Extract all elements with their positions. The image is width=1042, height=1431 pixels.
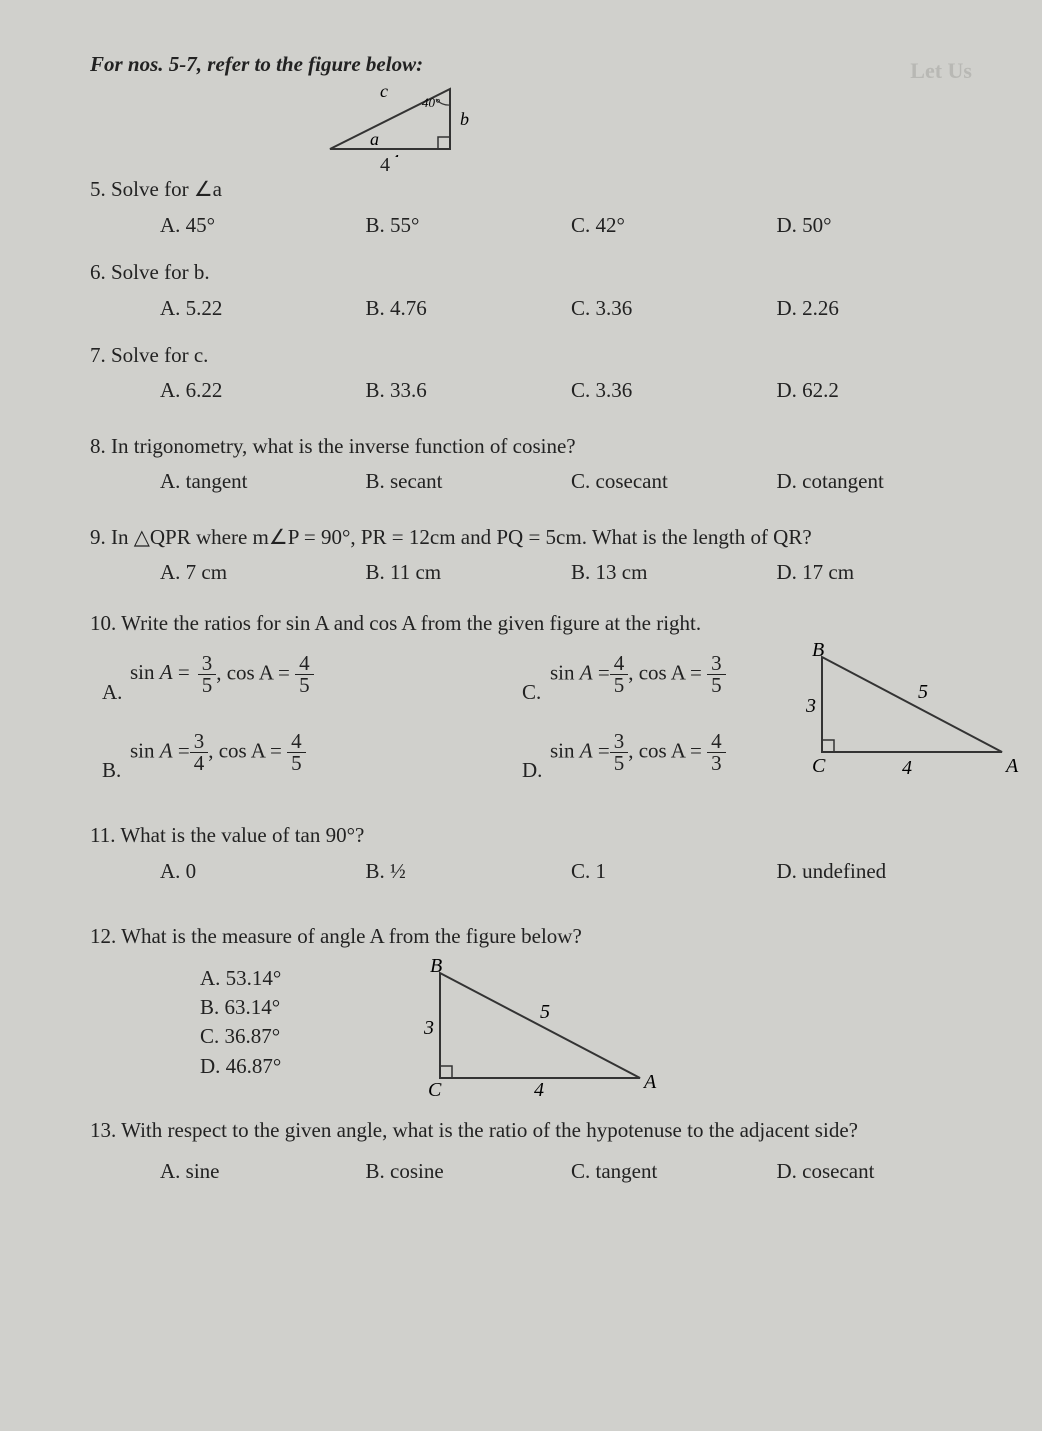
svg-text:4: 4 <box>902 757 912 779</box>
q6-text: 6. Solve for b. <box>90 258 982 287</box>
svg-text:3: 3 <box>805 695 816 717</box>
figure-5-7: c b a 4 40° 4 <box>320 77 480 157</box>
q8-A: A. tangent <box>160 467 366 496</box>
svg-text:B: B <box>812 642 824 661</box>
q7-B: B. 33.6 <box>366 376 572 405</box>
q5-D: D. 50° <box>777 211 983 240</box>
q5-text: 5. Solve for ∠a <box>90 175 982 204</box>
label-40: 40° <box>422 95 440 110</box>
q7-D: D. 62.2 <box>777 376 983 405</box>
svg-text:4: 4 <box>534 1079 544 1098</box>
q13-B: B. cosine <box>366 1157 572 1186</box>
svg-text:C: C <box>428 1079 442 1098</box>
svg-text:5: 5 <box>540 1001 550 1023</box>
q9-C: B. 13 cm <box>571 558 777 587</box>
svg-text:B: B <box>430 958 442 977</box>
q11-text: 11. What is the value of tan 90°? <box>90 821 982 850</box>
label-a: a <box>370 129 379 149</box>
q10-text: 10. Write the ratios for sin A and cos A… <box>90 609 982 638</box>
q8-text: 8. In trigonometry, what is the inverse … <box>90 432 982 461</box>
q12-text: 12. What is the measure of angle A from … <box>90 922 982 951</box>
svg-text:A: A <box>642 1071 657 1093</box>
q5-B: B. 55° <box>366 211 572 240</box>
svg-text:C: C <box>812 755 826 777</box>
q10-B: sin A =34, cos A = 45 B. <box>130 731 550 785</box>
q8-C: C. cosecant <box>571 467 777 496</box>
q6-D: D. 2.26 <box>777 294 983 323</box>
figure-q10: B C A 5 3 4 <box>802 642 1022 782</box>
q11-C: C. 1 <box>571 857 777 886</box>
svg-text:3: 3 <box>423 1017 434 1039</box>
fig1-base: 4 <box>380 151 390 179</box>
q9-A: A. 7 cm <box>160 558 366 587</box>
q6-B: B. 4.76 <box>366 294 572 323</box>
q11-D: D. undefined <box>777 857 983 886</box>
label-4: 4 <box>390 151 399 157</box>
q8-B: B. secant <box>366 467 572 496</box>
q13-D: D. cosecant <box>777 1157 983 1186</box>
q13-text: 13. With respect to the given angle, wha… <box>90 1116 982 1145</box>
header-instruction: For nos. 5-7, refer to the figure below: <box>90 50 982 79</box>
q7-A: A. 6.22 <box>160 376 366 405</box>
q12-options: A. 53.14° B. 63.14° C. 36.87° D. 46.87° <box>200 964 281 1082</box>
label-c: c <box>380 81 388 101</box>
svg-text:5: 5 <box>918 681 928 703</box>
q6-A: A. 5.22 <box>160 294 366 323</box>
q8-D: D. cotangent <box>777 467 983 496</box>
q9-D: D. 17 cm <box>777 558 983 587</box>
q9-B: B. 11 cm <box>366 558 572 587</box>
q7-text: 7. Solve for c. <box>90 341 982 370</box>
q10-A: sin A =35, cos A = 45 A. <box>130 653 550 707</box>
q5-C: C. 42° <box>571 211 777 240</box>
ghost-text: Let Us <box>910 56 972 87</box>
q13-C: C. tangent <box>571 1157 777 1186</box>
q11-A: A. 0 <box>160 857 366 886</box>
q11-B: B. ½ <box>366 857 572 886</box>
figure-q12: B C A 5 3 4 <box>410 958 670 1098</box>
label-b: b <box>460 109 469 129</box>
svg-text:A: A <box>1004 755 1019 777</box>
q7-C: C. 3.36 <box>571 376 777 405</box>
q9-text: 9. In △QPR where m∠P = 90°, PR = 12cm an… <box>90 523 982 552</box>
q6-C: C. 3.36 <box>571 294 777 323</box>
q5-A: A. 45° <box>160 211 366 240</box>
q13-A: A. sine <box>160 1157 366 1186</box>
